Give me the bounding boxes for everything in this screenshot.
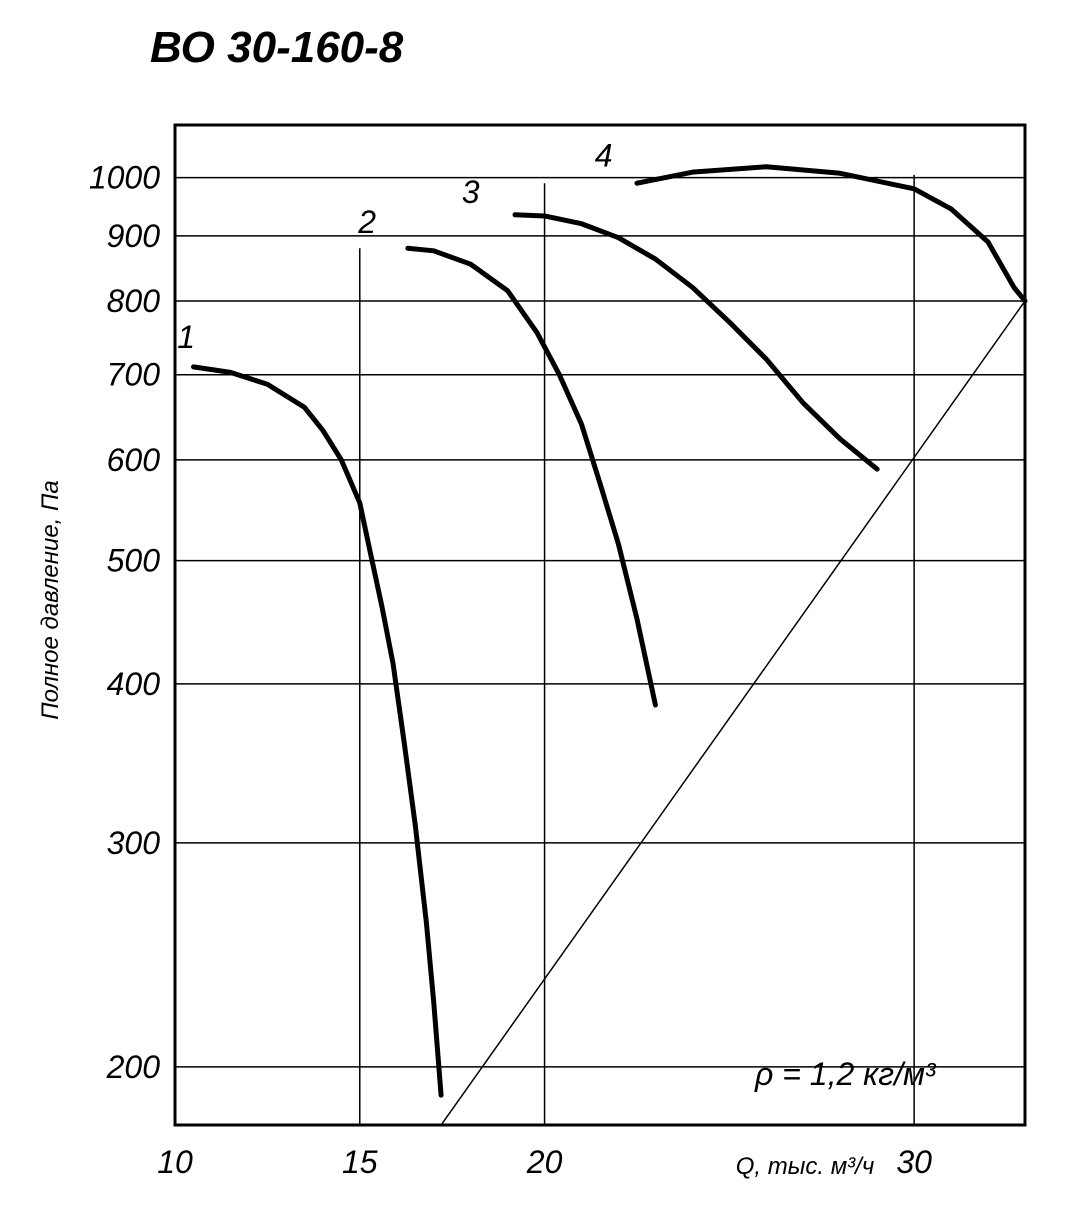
xtick-label: 10 [157,1144,193,1180]
ytick-label: 900 [107,218,161,254]
ytick-label: 400 [107,666,161,702]
ytick-label: 1000 [89,160,160,196]
curve-label: 3 [462,174,480,210]
ytick-label: 500 [107,543,161,579]
plot-frame [175,125,1025,1125]
curve-label: 2 [357,204,376,240]
xtick-label: 15 [342,1144,378,1180]
xtick-label: 30 [896,1144,932,1180]
ytick-label: 700 [107,357,161,393]
curve-2 [408,248,656,705]
curve-3 [515,215,877,469]
curve-1 [193,367,441,1095]
chart-title: ВО 30-160-8 [150,23,404,72]
fan-curve-chart: ВО 30-160-8 200 300 400 500 600 700 800 900 1000 1… [0,0,1071,1221]
ytick-label: 600 [107,442,161,478]
y-axis-label: Полное давление, Па [37,480,64,720]
ytick-label: 200 [106,1049,161,1085]
curve-label: 1 [177,319,195,355]
ytick-label: 800 [107,283,161,319]
boundary-line [441,301,1025,1125]
xtick-label: 20 [526,1144,563,1180]
density-annotation: ρ = 1,2 кг/м³ [754,1056,937,1092]
curve-4 [637,167,1025,301]
curve-label: 4 [595,138,613,174]
ytick-label: 300 [107,825,161,861]
x-axis-label: Q, тыс. м³/ч [736,1153,875,1180]
